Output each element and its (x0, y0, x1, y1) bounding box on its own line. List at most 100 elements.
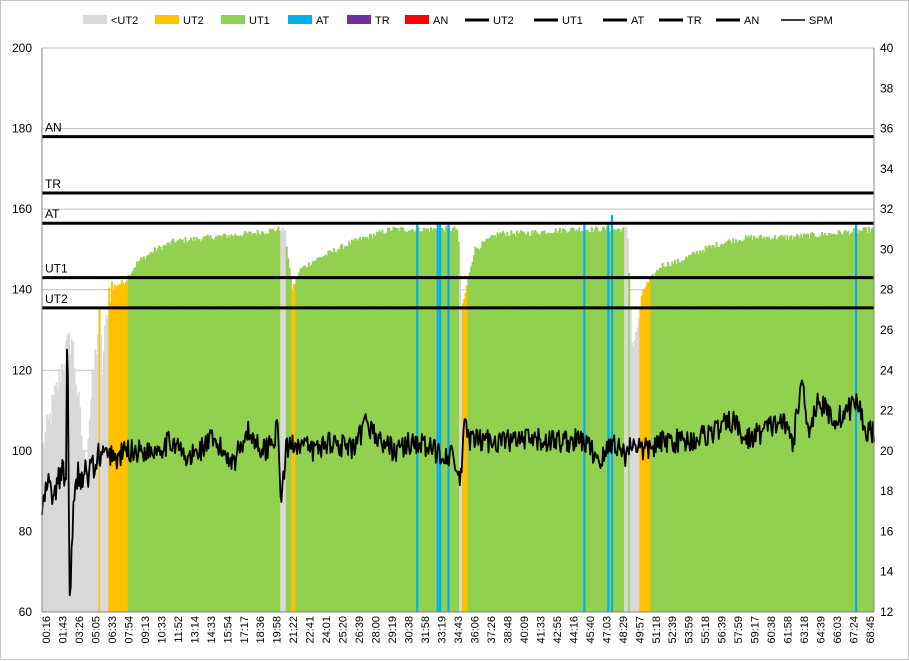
hr-bar (58, 368, 61, 612)
hr-bar (445, 226, 448, 612)
hr-bar (249, 231, 252, 612)
hr-bar (262, 232, 265, 612)
hr-bar (341, 243, 344, 612)
y-tick-label: 180 (12, 122, 32, 136)
x-tick-label: 37:26 (486, 616, 498, 644)
hr-bar (814, 236, 817, 612)
threshold-label-ut2: UT2 (45, 292, 68, 306)
hr-bar (291, 290, 294, 612)
hr-bar (711, 244, 714, 612)
hr-bar (83, 450, 86, 612)
hr-bar (586, 229, 589, 612)
hr-bar (79, 407, 82, 612)
y-tick-label: 120 (12, 363, 32, 377)
hr-bar (212, 240, 215, 613)
hr-bar (50, 423, 53, 612)
hr-bar (198, 239, 201, 613)
hr-bar (320, 258, 323, 612)
hr-bar (113, 284, 116, 612)
hr-bar (62, 369, 65, 612)
x-tick-label: 63:18 (799, 616, 811, 644)
hr-bar (384, 233, 387, 612)
hr-bar (489, 236, 492, 613)
hr-bar (482, 241, 485, 613)
hr-bar (277, 226, 280, 612)
x-tick-label: 34:43 (453, 616, 465, 644)
hr-bar (778, 236, 781, 612)
hr-bar (621, 228, 624, 613)
hr-bar (578, 227, 581, 612)
hr-bar (768, 236, 771, 613)
x-tick-label: 44:16 (568, 616, 580, 644)
x-tick-label: 29:19 (387, 616, 399, 644)
hr-bar (215, 236, 218, 612)
hr-bar (223, 233, 226, 612)
hr-bar (405, 231, 407, 613)
y2-tick-label: 18 (880, 484, 894, 498)
hr-bar (800, 233, 803, 612)
hr-bar (693, 252, 696, 612)
hr-bar (564, 230, 567, 612)
hr-bar (313, 260, 316, 612)
hr-bar (549, 233, 552, 612)
hr-bar (531, 230, 534, 612)
hr-bar (624, 227, 627, 612)
hr-bar (563, 228, 566, 612)
x-tick-label: 38:48 (502, 616, 514, 644)
x-tick-label: 42:55 (552, 616, 564, 644)
x-tick-label: 49:57 (634, 616, 646, 644)
hr-bar (282, 230, 285, 612)
hr-bar (481, 241, 484, 613)
hr-bar (285, 246, 288, 612)
hr-bar (199, 241, 202, 612)
hr-bar (567, 231, 570, 612)
hr-bar (208, 236, 211, 613)
hr-bar (431, 229, 434, 612)
y2-tick-label: 22 (880, 404, 894, 418)
hr-bar (281, 226, 284, 612)
hr-bar (575, 229, 578, 612)
hr-bar (558, 227, 561, 612)
y2-tick-label: 20 (880, 444, 894, 458)
hr-bar (862, 227, 865, 613)
x-tick-label: 09:13 (140, 616, 152, 644)
hr-bar (715, 242, 718, 612)
hr-bar (486, 238, 489, 612)
hr-bar (545, 234, 548, 612)
hr-bar (525, 234, 528, 612)
hr-bar (457, 241, 460, 613)
hr-bar-spike (436, 223, 439, 612)
hr-bar (617, 228, 620, 613)
hr-bar (280, 231, 283, 612)
hr-bar (264, 233, 267, 613)
legend-label: UT2 (493, 15, 514, 27)
hr-bar (520, 230, 523, 612)
legend-swatch (83, 15, 107, 24)
hr-bar (396, 227, 399, 612)
hr-bar (614, 229, 617, 612)
hr-bar (117, 284, 120, 612)
hr-bar (815, 237, 818, 612)
hr-bar (190, 237, 193, 612)
hr-bar (618, 229, 621, 612)
hr-bar (314, 260, 317, 612)
hr-bar (260, 231, 263, 612)
hr-bar (723, 243, 726, 612)
hr-bar (771, 238, 774, 612)
x-tick-label: 56:39 (717, 616, 729, 644)
x-tick-label: 59:17 (750, 616, 762, 644)
hr-bar (66, 334, 69, 612)
hr-bar (592, 231, 595, 612)
hr-bar (138, 260, 141, 612)
hr-bar (80, 435, 83, 612)
hr-bar (524, 233, 527, 612)
hr-bar (818, 236, 821, 612)
hr-bar (696, 250, 699, 612)
hr-bar (868, 226, 871, 613)
hr-bar (572, 228, 575, 613)
y2-tick-label: 14 (880, 565, 894, 579)
hr-bar (441, 227, 444, 612)
hr-bar (59, 382, 62, 612)
hr-bar (363, 237, 366, 612)
hr-bar (187, 241, 190, 613)
